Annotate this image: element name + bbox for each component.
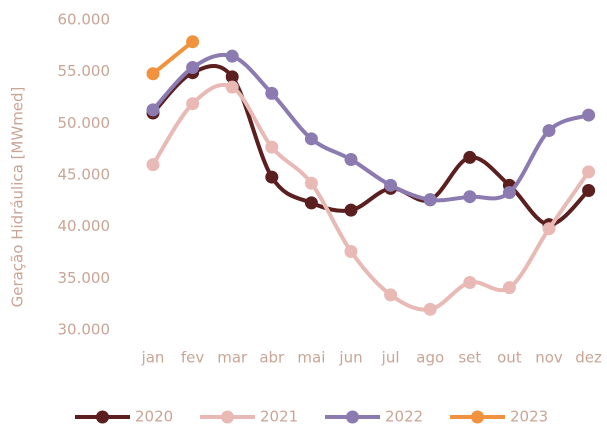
y-axis-title: Geração Hidráulica [MWmed] [9, 87, 27, 308]
point [542, 222, 556, 236]
point [225, 49, 239, 63]
legend-marker [346, 410, 359, 424]
x-tick-label: out [497, 349, 522, 367]
y-tick-label: 45.000 [58, 166, 111, 184]
point [423, 193, 437, 207]
point [146, 158, 160, 172]
point [186, 61, 200, 75]
point [463, 150, 477, 164]
point [304, 196, 318, 210]
point [265, 86, 279, 100]
x-tick-label: fev [181, 349, 205, 367]
x-tick-label: set [458, 349, 481, 367]
y-tick-label: 60.000 [58, 11, 111, 29]
y-tick-label: 40.000 [58, 217, 111, 235]
point [344, 244, 358, 258]
point [265, 140, 279, 154]
point [582, 108, 596, 122]
point [384, 288, 398, 302]
point [502, 281, 516, 295]
point [463, 190, 477, 204]
legend-marker [221, 410, 234, 424]
point [304, 176, 318, 190]
point [225, 70, 239, 84]
x-tick-label: jun [338, 349, 362, 367]
x-tick-label: mar [217, 349, 248, 367]
x-tick-label: dez [575, 349, 602, 367]
point [304, 132, 318, 146]
x-tick-label: jul [381, 349, 400, 367]
point [344, 203, 358, 217]
legend-label: 2021 [260, 408, 298, 425]
legend-label: 2023 [510, 408, 548, 425]
point [582, 165, 596, 179]
x-tick-label: nov [535, 349, 563, 367]
legend-marker [471, 410, 484, 424]
point [502, 186, 516, 200]
point [344, 153, 358, 166]
point [384, 178, 398, 192]
legend-label: 2022 [385, 408, 423, 425]
series-line [151, 63, 591, 227]
point [582, 184, 596, 197]
point [146, 103, 160, 117]
point [186, 97, 200, 111]
point [186, 35, 200, 49]
point [265, 170, 279, 184]
legend-label: 2020 [135, 408, 173, 425]
x-tick-label: abr [259, 349, 285, 367]
y-tick-label: 35.000 [58, 269, 111, 287]
y-tick-label: 55.000 [58, 62, 111, 80]
y-tick-label: 30.000 [58, 321, 111, 339]
point [225, 80, 239, 94]
point [463, 275, 477, 289]
y-tick-label: 50.000 [58, 114, 111, 132]
point [146, 67, 160, 81]
legend-marker [96, 410, 109, 424]
series-line [151, 52, 591, 203]
point [423, 302, 437, 316]
point [542, 124, 556, 138]
x-tick-label: jan [141, 349, 165, 367]
x-tick-label: ago [416, 349, 444, 367]
x-tick-label: mai [297, 349, 325, 367]
